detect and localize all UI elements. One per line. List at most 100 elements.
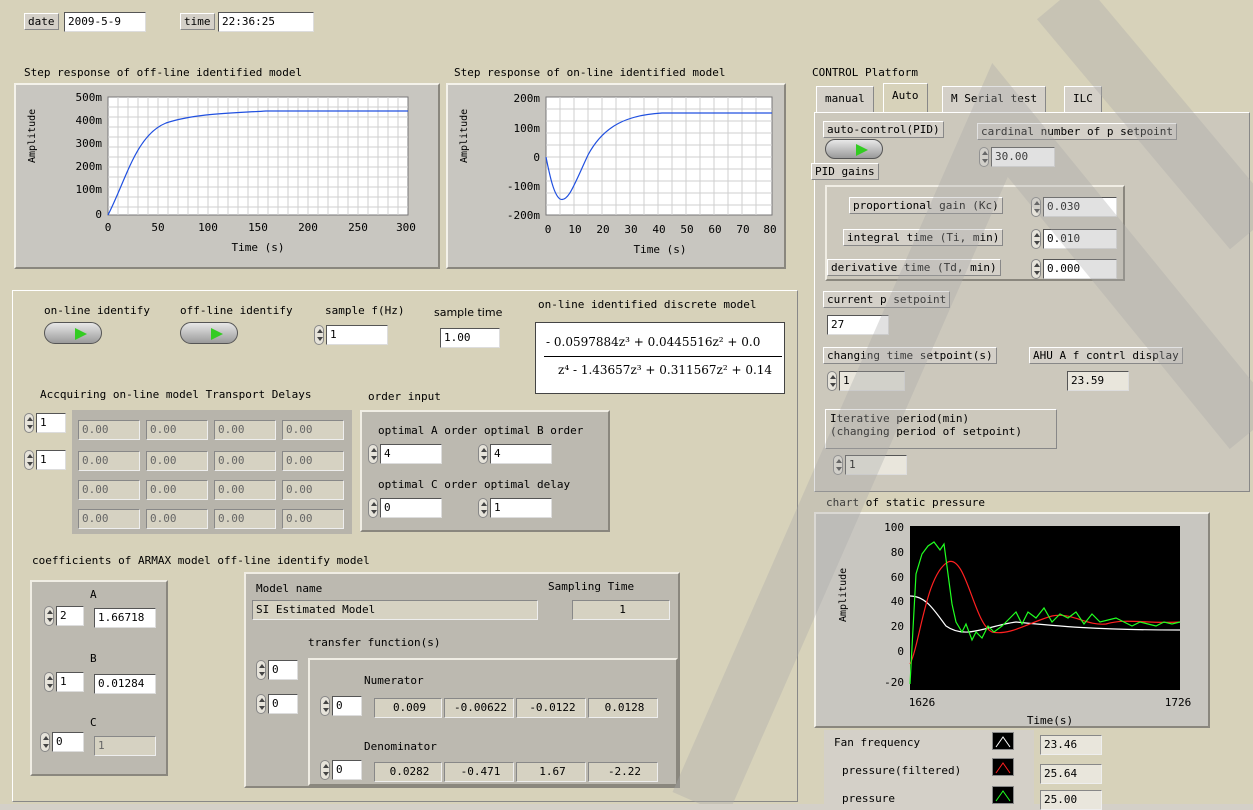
delay-row-index[interactable]: 1 (36, 413, 66, 433)
online-identify-label: on-line identify (44, 304, 150, 317)
delay-cell[interactable]: 0.00 (214, 509, 276, 529)
delay-cell[interactable]: 0.00 (214, 480, 276, 500)
tab-auto[interactable]: Auto (883, 83, 928, 113)
offline-graph-title: Step response of off-line identified mod… (24, 66, 303, 79)
tab-ilc[interactable]: ILC (1064, 86, 1102, 112)
auto-control-toggle[interactable] (825, 139, 883, 159)
sample-time-label: sample time (434, 306, 503, 319)
tab-m-serial-test[interactable]: M Serial test (942, 86, 1047, 112)
play-icon (211, 328, 223, 340)
td-spinner[interactable] (1031, 259, 1041, 279)
order-b-field[interactable]: 4 (490, 444, 552, 464)
delay-cell[interactable]: 0.00 (78, 480, 140, 500)
legend-swatch-red[interactable] (992, 758, 1014, 776)
armax-a-spinner[interactable] (44, 606, 54, 626)
delay-cell[interactable]: 0.00 (78, 420, 140, 440)
changing-time-field[interactable]: 1 (839, 371, 905, 391)
delay-cell[interactable]: 0.00 (282, 480, 344, 500)
delay-cell[interactable]: 0.00 (146, 451, 208, 471)
delay-cell[interactable]: 0.00 (214, 420, 276, 440)
static-ytick: 100 (884, 521, 904, 534)
tf-index-1[interactable]: 0 (268, 660, 298, 680)
offline-xtick: 100 (198, 221, 218, 234)
online-ytick: 0 (533, 151, 540, 164)
numerator-coef: -0.0122 (516, 698, 586, 718)
legend-swatch-green[interactable] (992, 786, 1014, 804)
online-xtick: 10 (568, 223, 581, 236)
iterative-field[interactable]: 1 (845, 455, 907, 475)
td-field[interactable]: 0.000 (1043, 259, 1117, 279)
delay-col-spinner[interactable] (24, 450, 34, 470)
tab-manual[interactable]: manual (816, 86, 874, 112)
armax-b-index[interactable]: 1 (56, 672, 84, 692)
order-delay-field[interactable]: 1 (490, 498, 552, 518)
online-ylabel: Amplitude (459, 109, 470, 163)
online-xtick: 70 (736, 223, 749, 236)
numerator-expression: - 0.0597884z³ + 0.0445516z² + 0.0 (546, 335, 761, 349)
iterative-label-line1: Iterative period(min) (830, 412, 970, 425)
delay-row-spinner[interactable] (24, 413, 34, 433)
order-c-spinner[interactable] (368, 498, 378, 518)
order-c-label: optimal C order (378, 478, 478, 491)
denominator-index[interactable]: 0 (332, 760, 362, 780)
order-delay-spinner[interactable] (478, 498, 488, 518)
order-a-field[interactable]: 4 (380, 444, 442, 464)
control-platform-title: CONTROL Platform (812, 66, 918, 79)
transfer-function-label: transfer function(s) (308, 636, 441, 649)
current-p-field: 27 (827, 315, 889, 335)
changing-time-spinner[interactable] (827, 371, 837, 391)
legend-swatch-white[interactable] (992, 732, 1014, 750)
armax-c-spinner[interactable] (40, 732, 50, 752)
armax-b-spinner[interactable] (44, 672, 54, 692)
cardinal-field[interactable]: 30.00 (991, 147, 1055, 167)
delay-cell[interactable]: 0.00 (146, 480, 208, 500)
online-identify-toggle[interactable] (44, 322, 102, 344)
date-label: date (24, 13, 59, 30)
order-c-field[interactable]: 0 (380, 498, 442, 518)
tf-index-2[interactable]: 0 (268, 694, 298, 714)
date-field[interactable]: 2009-5-9 (64, 12, 146, 32)
time-field[interactable]: 22:36:25 (218, 12, 314, 32)
kc-field[interactable]: 0.030 (1043, 197, 1117, 217)
offline-identify-toggle[interactable] (180, 322, 238, 344)
legend-pressure: pressure (842, 792, 895, 805)
denominator-spinner[interactable] (320, 760, 330, 780)
td-label: derivative time (Td, min) (827, 259, 1001, 276)
armax-a-value: 1.66718 (94, 608, 156, 628)
tf-spinner-1[interactable] (256, 660, 266, 680)
delay-col-index[interactable]: 1 (36, 450, 66, 470)
static-ytick: 40 (891, 595, 904, 608)
online-xtick: 60 (708, 223, 721, 236)
order-b-spinner[interactable] (478, 444, 488, 464)
sample-f-field[interactable]: 1 (326, 325, 388, 345)
iterative-spinner[interactable] (833, 455, 843, 475)
sample-time-field[interactable]: 1.00 (440, 328, 500, 348)
fraction-bar (544, 356, 782, 357)
sample-f-spinner[interactable] (314, 325, 324, 345)
delay-cell[interactable]: 0.00 (214, 451, 276, 471)
ti-spinner[interactable] (1031, 229, 1041, 249)
offline-ytick: 0 (95, 208, 102, 221)
delay-cell[interactable]: 0.00 (282, 509, 344, 529)
cardinal-spinner[interactable] (979, 147, 989, 167)
armax-a-index[interactable]: 2 (56, 606, 84, 626)
offline-xtick: 0 (105, 221, 112, 234)
order-b-label: optimal B order (484, 424, 584, 437)
ti-field[interactable]: 0.010 (1043, 229, 1117, 249)
sampling-time-label: Sampling Time (548, 580, 635, 593)
delay-cell[interactable]: 0.00 (78, 509, 140, 529)
kc-spinner[interactable] (1031, 197, 1041, 217)
delay-cell[interactable]: 0.00 (146, 420, 208, 440)
order-a-spinner[interactable] (368, 444, 378, 464)
numerator-index[interactable]: 0 (332, 696, 362, 716)
delay-cell[interactable]: 0.00 (282, 451, 344, 471)
numerator-spinner[interactable] (320, 696, 330, 716)
denominator-coef: -0.471 (444, 762, 514, 782)
tf-spinner-2[interactable] (256, 694, 266, 714)
delay-cell[interactable]: 0.00 (78, 451, 140, 471)
delay-cell[interactable]: 0.00 (146, 509, 208, 529)
current-p-label: current p setpoint (823, 291, 951, 308)
offline-ytick: 500m (76, 91, 103, 104)
armax-c-index[interactable]: 0 (52, 732, 84, 752)
delay-cell[interactable]: 0.00 (282, 420, 344, 440)
